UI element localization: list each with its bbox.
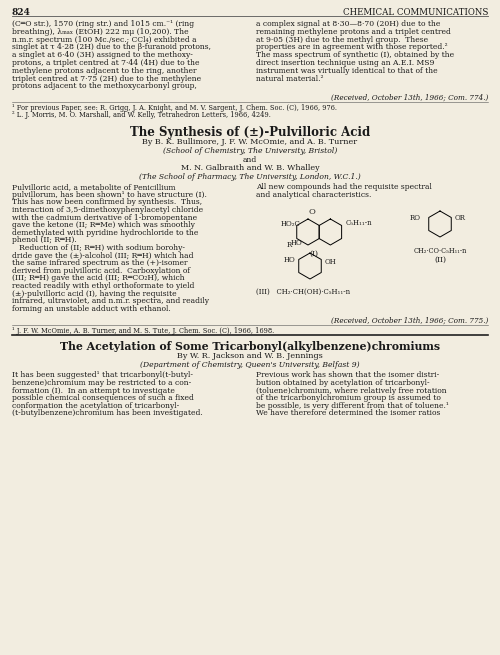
Text: reacted readily with ethyl orthoformate to yield: reacted readily with ethyl orthoformate …: [12, 282, 194, 290]
Text: triplet centred at 7·75 (2H) due to the methylene: triplet centred at 7·75 (2H) due to the …: [12, 75, 201, 83]
Text: (I): (I): [310, 250, 318, 258]
Text: (III; R═H) gave the acid (III; R═CO₂H), which: (III; R═H) gave the acid (III; R═CO₂H), …: [12, 274, 184, 282]
Text: instrument was virtually identical to that of the: instrument was virtually identical to th…: [256, 67, 438, 75]
Text: We have therefore determined the isomer ratios: We have therefore determined the isomer …: [256, 409, 440, 417]
Text: interaction of 3,5-dimethoxyphenylacetyl chloride: interaction of 3,5-dimethoxyphenylacetyl…: [12, 206, 203, 214]
Text: (±)-pulvilloric acid (I), having the requisite: (±)-pulvilloric acid (I), having the req…: [12, 290, 176, 297]
Text: and: and: [243, 156, 257, 164]
Text: (Department of Chemistry, Queen's University, Belfast 9): (Department of Chemistry, Queen's Univer…: [140, 362, 360, 369]
Text: properties are in agreement with those reported.²: properties are in agreement with those r…: [256, 43, 448, 51]
Text: pulvillorum, has been shown¹ to have structure (I).: pulvillorum, has been shown¹ to have str…: [12, 191, 207, 199]
Text: protons, a triplet centred at 7·44 (4H) due to the: protons, a triplet centred at 7·44 (4H) …: [12, 59, 200, 67]
Text: demethylated with pyridine hydrochloride to the: demethylated with pyridine hydrochloride…: [12, 229, 198, 237]
Text: dride gave the (±)-alcohol (III; R═H) which had: dride gave the (±)-alcohol (III; R═H) wh…: [12, 252, 194, 259]
Text: CHEMICAL COMMUNICATIONS: CHEMICAL COMMUNICATIONS: [342, 8, 488, 17]
Text: n.m.r. spectrum (100 Mc./sec.; CCl₄) exhibited a: n.m.r. spectrum (100 Mc./sec.; CCl₄) exh…: [12, 35, 196, 44]
Text: (C═O str.), 1570 (ring str.) and 1015 cm.⁻¹ (ring: (C═O str.), 1570 (ring str.) and 1015 cm…: [12, 20, 194, 28]
Text: ¹ For previous Paper, see: R. Grigg, J. A. Knight, and M. V. Sargent, J. Chem. S: ¹ For previous Paper, see: R. Grigg, J. …: [12, 104, 337, 112]
Text: (III)   CH₂·CH(OH)·C₅H₁₁-n: (III) CH₂·CH(OH)·C₅H₁₁-n: [256, 288, 350, 296]
Text: benzene)chromium may be restricted to a con-: benzene)chromium may be restricted to a …: [12, 379, 191, 387]
Text: The Synthesis of (±)-Pulvilloric Acid: The Synthesis of (±)-Pulvilloric Acid: [130, 126, 370, 140]
Text: (Received, October 13th, 1966; Com. 774.): (Received, October 13th, 1966; Com. 774.…: [330, 93, 488, 102]
Text: (School of Chemistry, The University, Bristol): (School of Chemistry, The University, Br…: [163, 147, 337, 155]
Text: forming an unstable adduct with ethanol.: forming an unstable adduct with ethanol.: [12, 305, 171, 313]
Text: breathing), λₘₐₓ (EtOH) 222 mμ (10,200). The: breathing), λₘₐₓ (EtOH) 222 mμ (10,200).…: [12, 28, 188, 36]
Text: a singlet at 6·40 (3H) assigned to the methoxy-: a singlet at 6·40 (3H) assigned to the m…: [12, 51, 193, 59]
Text: R: R: [286, 241, 292, 249]
Text: Previous work has shown that the isomer distri-: Previous work has shown that the isomer …: [256, 371, 440, 379]
Text: derived from pulvilloric acid.  Carboxylation of: derived from pulvilloric acid. Carboxyla…: [12, 267, 190, 275]
Text: remaining methylene protons and a triplet centred: remaining methylene protons and a triple…: [256, 28, 451, 36]
Text: infrared, ultraviolet, and n.m.r. spectra, and readily: infrared, ultraviolet, and n.m.r. spectr…: [12, 297, 209, 305]
Text: be possible, is very different from that of toluene.¹: be possible, is very different from that…: [256, 402, 449, 410]
Text: By W. R. Jackson and W. B. Jennings: By W. R. Jackson and W. B. Jennings: [177, 352, 323, 360]
Text: (toluene)chromium, where relatively free rotation: (toluene)chromium, where relatively free…: [256, 386, 446, 394]
Text: O: O: [308, 208, 316, 216]
Text: gave the ketone (II; R═Me) which was smoothly: gave the ketone (II; R═Me) which was smo…: [12, 221, 195, 229]
Text: (Received, October 13th, 1966; Com. 775.): (Received, October 13th, 1966; Com. 775.…: [330, 316, 488, 324]
Text: HO: HO: [291, 239, 303, 247]
Text: All new compounds had the requisite spectral: All new compounds had the requisite spec…: [256, 183, 432, 191]
Text: protons adjacent to the methoxycarbonyl group,: protons adjacent to the methoxycarbonyl …: [12, 83, 197, 90]
Text: bution obtained by acetylation of tricarbonyl-: bution obtained by acetylation of tricar…: [256, 379, 430, 387]
Text: It has been suggested¹ that tricarbonyl(t-butyl-: It has been suggested¹ that tricarbonyl(…: [12, 371, 193, 379]
Text: 824: 824: [12, 8, 31, 17]
Text: at 9·05 (3H) due to the methyl group.  These: at 9·05 (3H) due to the methyl group. Th…: [256, 35, 428, 44]
Text: conformation the acetylation of tricarbonyl-: conformation the acetylation of tricarbo…: [12, 402, 179, 410]
Text: C₅H₁₁-n: C₅H₁₁-n: [346, 219, 372, 227]
Text: CH₂·CO·C₅H₁₁-n: CH₂·CO·C₅H₁₁-n: [414, 247, 467, 255]
Text: RO: RO: [410, 214, 421, 222]
Text: Reduction of (II; R═H) with sodium borohy-: Reduction of (II; R═H) with sodium boroh…: [12, 244, 185, 252]
Text: By B. K. Bullimore, J. F. W. McOmie, and A. B. Turner: By B. K. Bullimore, J. F. W. McOmie, and…: [142, 138, 358, 146]
Text: The mass spectrum of synthetic (I), obtained by the: The mass spectrum of synthetic (I), obta…: [256, 51, 454, 59]
Text: natural material.²: natural material.²: [256, 75, 324, 83]
Text: formation (I).  In an attempt to investigate: formation (I). In an attempt to investig…: [12, 386, 175, 394]
Text: ¹ J. F. W. McOmie, A. B. Turner, and M. S. Tute, J. Chem. Soc. (C), 1966, 1698.: ¹ J. F. W. McOmie, A. B. Turner, and M. …: [12, 328, 274, 335]
Text: and analytical characteristics.: and analytical characteristics.: [256, 191, 372, 199]
Text: The Acetylation of Some Tricarbonyl(alkylbenzene)chromiums: The Acetylation of Some Tricarbonyl(alky…: [60, 341, 440, 352]
Text: a complex signal at 8·30—8·70 (20H) due to the: a complex signal at 8·30—8·70 (20H) due …: [256, 20, 440, 28]
Text: (t-butylbenzene)chromium has been investigated.: (t-butylbenzene)chromium has been invest…: [12, 409, 203, 417]
Text: singlet at τ 4·28 (2H) due to the β-furanoid protons,: singlet at τ 4·28 (2H) due to the β-fura…: [12, 43, 211, 51]
Text: ² L. J. Morris, M. O. Marshall, and W. Kelly, Tetrahedron Letters, 1966, 4249.: ² L. J. Morris, M. O. Marshall, and W. K…: [12, 111, 271, 119]
Text: methylene protons adjacent to the ring, another: methylene protons adjacent to the ring, …: [12, 67, 196, 75]
Text: M. N. Galbraith and W. B. Whalley: M. N. Galbraith and W. B. Whalley: [180, 164, 320, 172]
Text: This has now been confirmed by synthesis.  Thus,: This has now been confirmed by synthesis…: [12, 198, 202, 206]
Text: phenol (II; R═H).: phenol (II; R═H).: [12, 236, 77, 244]
Text: direct insertion technique using an A.E.I. MS9: direct insertion technique using an A.E.…: [256, 59, 434, 67]
Text: OR: OR: [455, 214, 466, 222]
Text: with the cadmium derivative of 1-bromopentane: with the cadmium derivative of 1-bromope…: [12, 214, 197, 221]
Text: HO: HO: [283, 256, 295, 264]
Text: Pulvilloric acid, a metabolite of Penicillium: Pulvilloric acid, a metabolite of Penici…: [12, 183, 175, 191]
Text: of the tricarbonylchromium group is assumed to: of the tricarbonylchromium group is assu…: [256, 394, 441, 402]
Text: OH: OH: [325, 258, 337, 266]
Text: the same infrared spectrum as the (+)-isomer: the same infrared spectrum as the (+)-is…: [12, 259, 188, 267]
Text: HO₂C: HO₂C: [281, 220, 301, 228]
Text: (The School of Pharmacy, The University, London, W.C.1.): (The School of Pharmacy, The University,…: [139, 173, 361, 181]
Text: possible chemical consequences of such a fixed: possible chemical consequences of such a…: [12, 394, 194, 402]
Text: (II): (II): [434, 256, 446, 264]
